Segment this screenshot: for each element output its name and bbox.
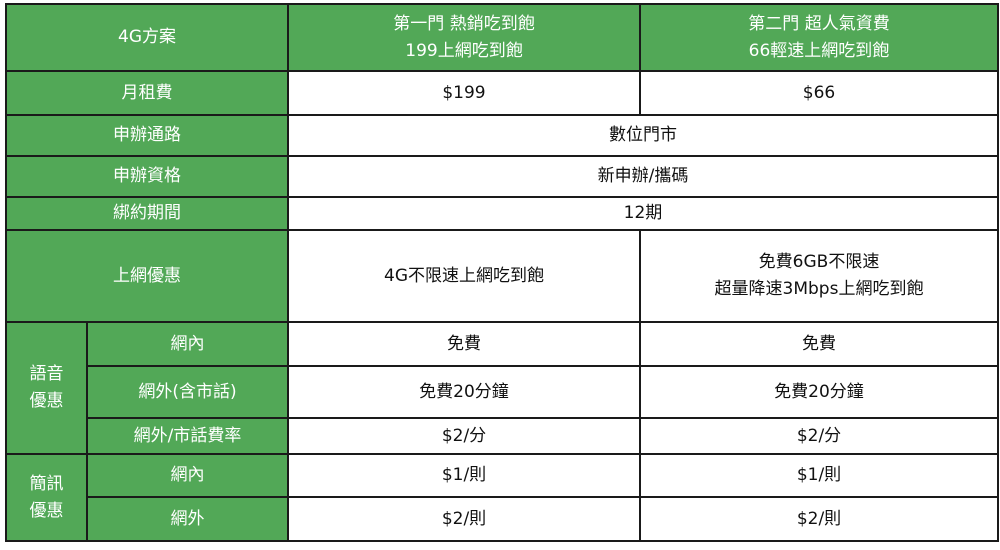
cell: $2/分 bbox=[639, 417, 999, 455]
header-row: 4G方案 第一門 熱銷吃到飽 199上網吃到飽 第二門 超人氣資費 66輕速上網吃到… bbox=[5, 3, 999, 72]
row-label: 上網優惠 bbox=[5, 229, 289, 323]
plan-2-subtitle: 66輕速上網吃到飽 bbox=[748, 40, 890, 61]
group-line: 語音 bbox=[29, 364, 64, 384]
row-label: 網外(含市話) bbox=[86, 365, 289, 419]
cell: $2/則 bbox=[639, 496, 999, 542]
cell: $2/則 bbox=[287, 496, 641, 542]
plan-1-header: 第一門 熱銷吃到飽 199上網吃到飽 bbox=[287, 3, 641, 72]
row-label: 綁約期間 bbox=[5, 196, 289, 231]
cell: $1/則 bbox=[639, 453, 999, 498]
row-label: 網內 bbox=[86, 321, 289, 367]
table-row: 上網優惠 4G不限速上網吃到飽 免費6GB不限速超量降速3Mbps上網吃到飽 bbox=[5, 229, 999, 323]
header-label: 4G方案 bbox=[5, 3, 289, 72]
cell: 免費 bbox=[287, 321, 641, 367]
cell: 4G不限速上網吃到飽 bbox=[287, 229, 641, 323]
cell-line: 超量降速3Mbps上網吃到飽 bbox=[714, 279, 924, 299]
group-line: 簡訊 bbox=[29, 473, 64, 494]
cell: 免費20分鐘 bbox=[639, 365, 999, 419]
plan-2-header: 第二門 超人氣資費 66輕速上網吃到飽 bbox=[639, 3, 999, 72]
row-label: 網外 bbox=[86, 496, 289, 542]
sms-group-label: 簡訊 優惠 bbox=[5, 453, 88, 542]
row-label: 網外/市話費率 bbox=[86, 417, 289, 455]
table-row: 網外 $2/則 $2/則 bbox=[6, 496, 999, 542]
group-line: 優惠 bbox=[29, 500, 64, 521]
plan-1-title: 第一門 熱銷吃到飽 bbox=[393, 13, 535, 34]
cell: $66 bbox=[639, 70, 999, 116]
table-row: 簡訊優惠 網內 $1/則 $1/則 bbox=[5, 453, 999, 542]
cell: $1/則 bbox=[287, 453, 641, 498]
cell-line: 免費6GB不限速 bbox=[758, 252, 880, 272]
plan-2-title: 第二門 超人氣資費 bbox=[748, 13, 890, 34]
table-row: 網外/市話費率 $2/分 $2/分 bbox=[6, 417, 999, 455]
plan-comparison-table: 4G方案 第一門 熱銷吃到飽 199上網吃到飽 第二門 超人氣資費 66輕速上網吃到… bbox=[5, 3, 999, 542]
table-row: 申辦資格 新申辦/攜碼 bbox=[5, 155, 999, 198]
row-label: 申辦資格 bbox=[5, 155, 289, 198]
row-label: 網內 bbox=[86, 453, 289, 498]
cell: 免費20分鐘 bbox=[287, 365, 641, 419]
table-row: 綁約期間 12期 bbox=[5, 196, 999, 231]
table-row: 語音優惠 網內 免費 免費 bbox=[5, 321, 999, 455]
plan-1-subtitle: 199上網吃到飽 bbox=[405, 40, 523, 61]
cell: 12期 bbox=[287, 196, 999, 231]
cell: 免費 bbox=[639, 321, 999, 367]
table-row: 網外(含市話) 免費20分鐘 免費20分鐘 bbox=[6, 365, 999, 419]
cell: 數位門市 bbox=[287, 114, 999, 157]
row-label: 申辦通路 bbox=[5, 114, 289, 157]
cell: $199 bbox=[287, 70, 641, 116]
table-row: 月租費 $199 $66 bbox=[5, 70, 999, 116]
group-line: 優惠 bbox=[29, 391, 64, 411]
cell: 免費6GB不限速超量降速3Mbps上網吃到飽 bbox=[639, 229, 999, 323]
row-label: 月租費 bbox=[5, 70, 289, 116]
voice-group-label: 語音 優惠 bbox=[5, 321, 88, 455]
table-row: 申辦通路 數位門市 bbox=[5, 114, 999, 157]
cell: $2/分 bbox=[287, 417, 641, 455]
cell: 新申辦/攜碼 bbox=[287, 155, 999, 198]
